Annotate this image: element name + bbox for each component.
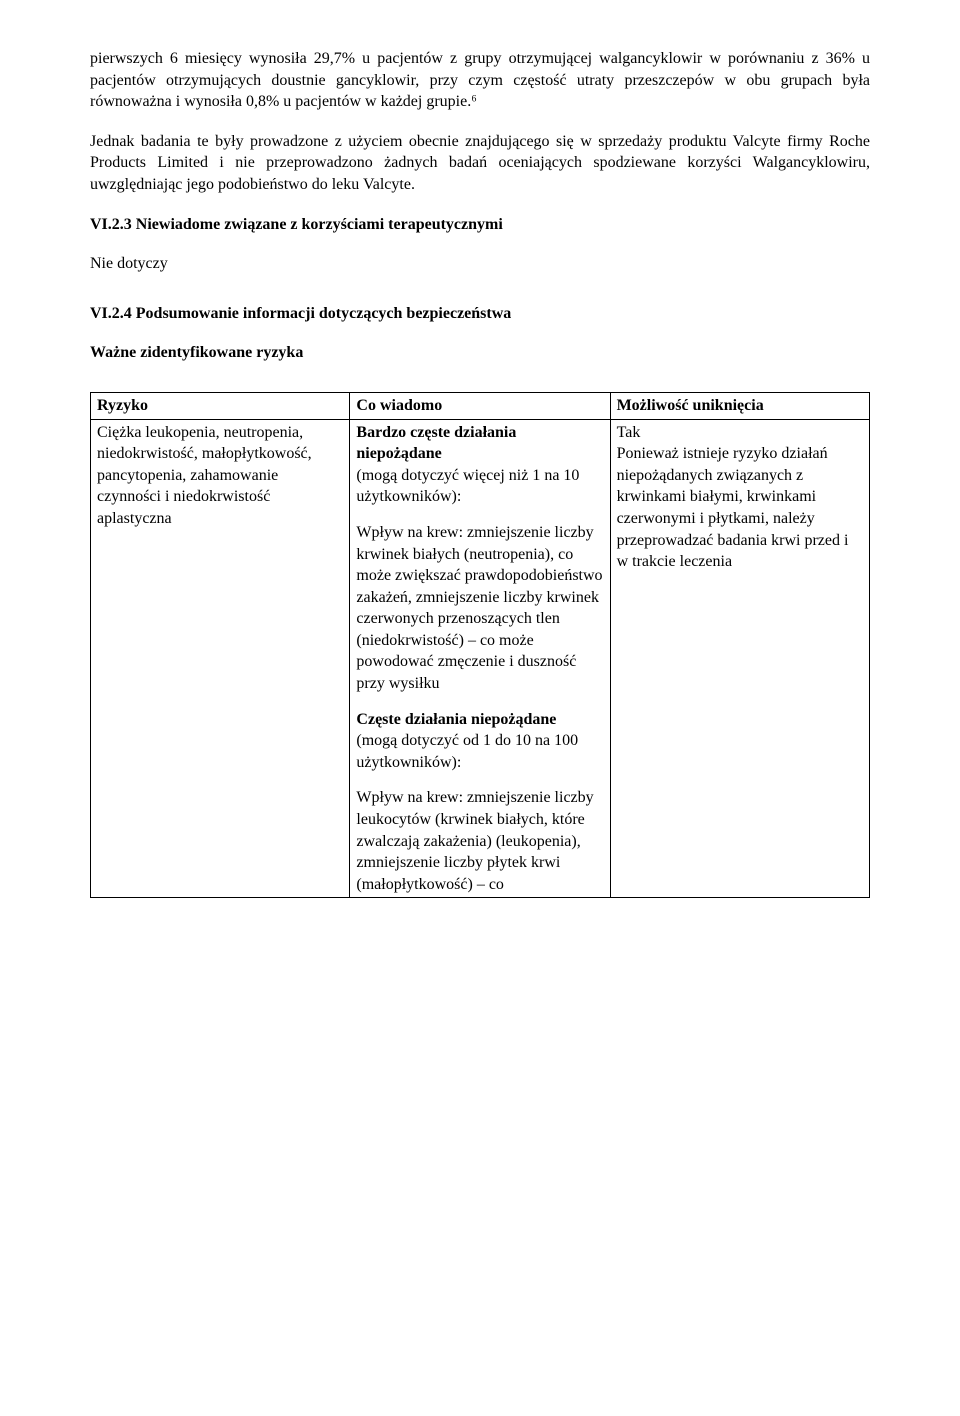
section-vi-2-4-subtitle: Ważne zidentyfikowane ryzyka	[90, 342, 870, 364]
cell-avoidance: Tak Ponieważ istnieje ryzyko działań nie…	[610, 419, 869, 898]
header-known: Co wiadomo	[350, 392, 610, 419]
cell-known: Bardzo częste działania niepożądane (mog…	[350, 419, 610, 898]
header-risk: Ryzyko	[91, 392, 350, 419]
section-vi-2-4-title: VI.2.4 Podsumowanie informacji dotyczący…	[90, 303, 870, 325]
cell-risk: Ciężka leukopenia, neutropenia, niedokrw…	[91, 419, 350, 898]
header-avoidance: Możliwość uniknięcia	[610, 392, 869, 419]
very-common-sub: (mogą dotyczyć więcej niż 1 na 10 użytko…	[356, 467, 579, 506]
very-common-title: Bardzo częste działania niepożądane	[356, 424, 516, 463]
common-sub: (mogą dotyczyć od 1 do 10 na 100 użytkow…	[356, 732, 578, 771]
paragraph-2: Jednak badania te były prowadzone z użyc…	[90, 131, 870, 196]
risk-table: Ryzyko Co wiadomo Możliwość uniknięcia C…	[90, 392, 870, 898]
spacer	[90, 293, 870, 303]
table-header-row: Ryzyko Co wiadomo Możliwość uniknięcia	[91, 392, 870, 419]
table-row: Ciężka leukopenia, neutropenia, niedokrw…	[91, 419, 870, 898]
paragraph-1: pierwszych 6 miesięcy wynosiła 29,7% u p…	[90, 48, 870, 113]
section-vi-2-3-title: VI.2.3 Niewiadome związane z korzyściami…	[90, 214, 870, 236]
spacer	[90, 382, 870, 392]
avoidance-body: Ponieważ istnieje ryzyko działań niepożą…	[617, 445, 849, 570]
section-vi-2-3-body: Nie dotyczy	[90, 253, 870, 275]
very-common-body: Wpływ na krew: zmniejszenie liczby krwin…	[356, 522, 603, 695]
avoidance-lead: Tak	[617, 424, 641, 441]
common-body: Wpływ na krew: zmniejszenie liczby leuko…	[356, 787, 603, 895]
common-title: Częste działania niepożądane	[356, 711, 556, 728]
